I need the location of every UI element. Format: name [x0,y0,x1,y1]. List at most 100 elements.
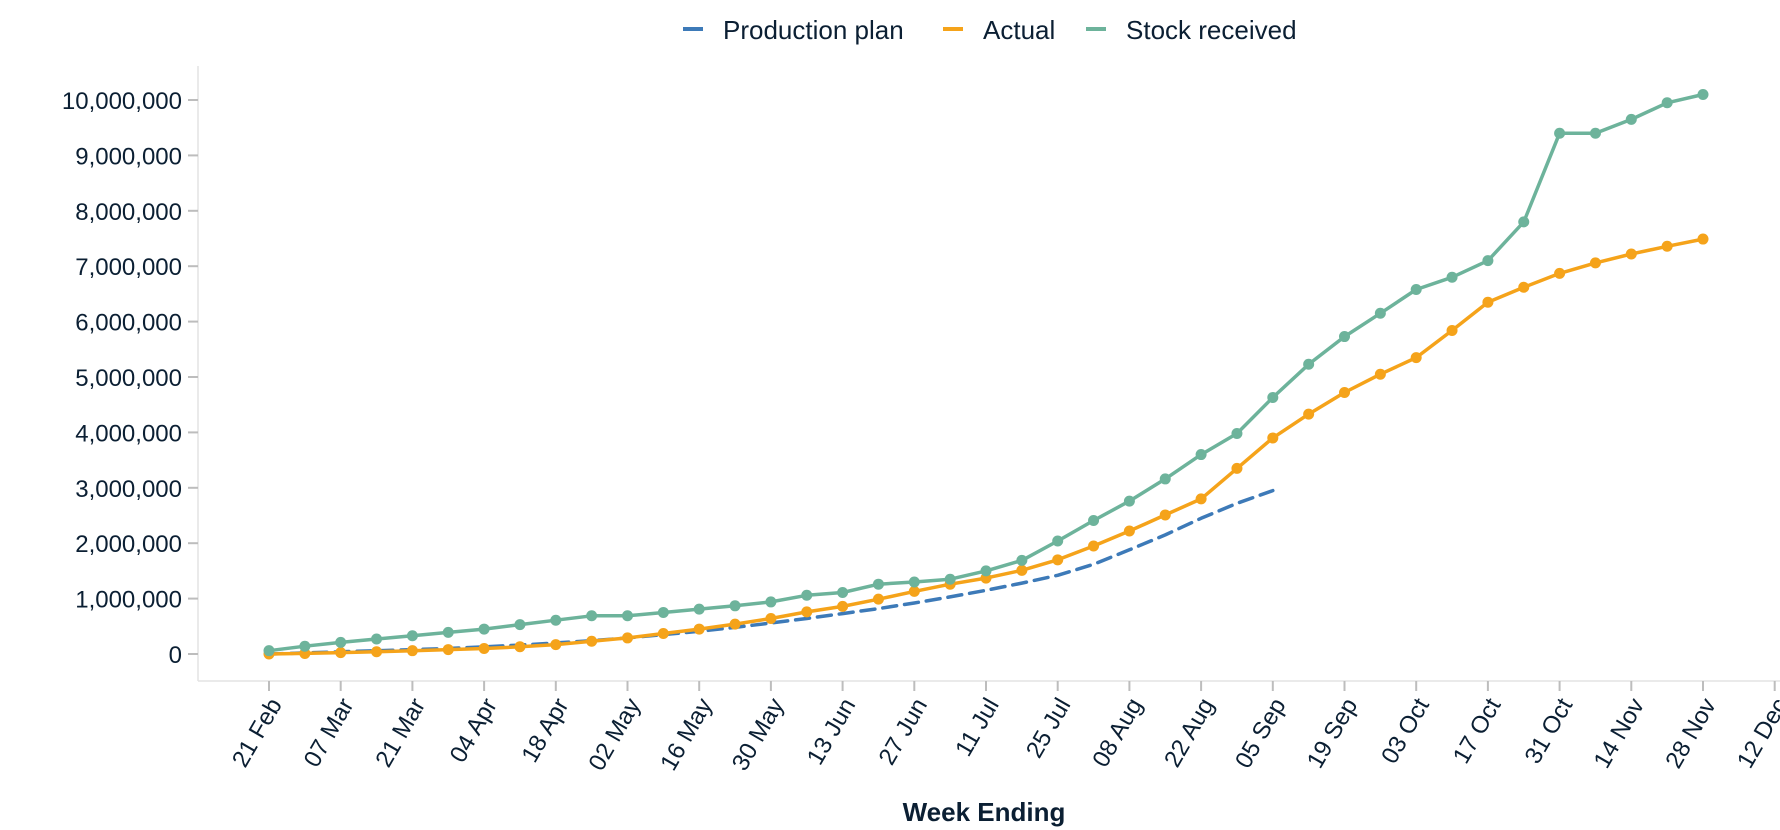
x-tick-label: 19 Sep [1302,694,1363,773]
x-tick-label: 22 Aug [1159,694,1220,772]
y-tick-label: 2,000,000 [75,531,182,558]
data-point [908,576,920,588]
y-tick-label: 1,000,000 [75,587,182,614]
y-tick-label: 8,000,000 [75,199,182,226]
data-point [442,626,454,638]
x-tick-label: 25 Jul [1021,694,1076,763]
data-point [406,645,418,657]
legend-label: Production plan [723,15,904,45]
data-point [1625,113,1637,125]
data-point [729,618,741,630]
x-tick-label: 13 Jun [802,694,861,770]
x-axis-title: Week Ending [903,797,1066,827]
x-tick-label: 03 Oct [1376,693,1435,768]
data-point [657,606,669,618]
legend-item-actual: Actual [943,15,1055,45]
x-tick-label: 08 Aug [1087,694,1148,772]
y-tick-label: 0 [169,642,182,669]
data-point [801,589,813,601]
data-point [406,630,418,642]
data-point [1554,267,1566,279]
data-point [1231,428,1243,440]
x-tick-label: 31 Oct [1520,693,1579,768]
data-point [1554,127,1566,139]
y-tick-label: 5,000,000 [75,365,182,392]
data-point [1589,257,1601,269]
data-point [1303,408,1315,420]
data-point [801,606,813,618]
x-tick-label: 04 Apr [445,694,503,768]
data-point [514,619,526,631]
data-point [1267,391,1279,403]
data-point [1052,535,1064,547]
data-point [872,593,884,605]
x-tick-label: 05 Sep [1230,694,1291,773]
x-tick-label: 11 Jul [950,694,1005,761]
data-point [1195,449,1207,461]
series-production-plan [267,488,1275,656]
data-point [837,600,849,612]
data-point [1518,281,1530,293]
data-point [765,596,777,608]
x-axis: 21 Feb 07 Mar 21 Mar 04 Apr 18 Apr 02 May 16 M… [198,680,1780,776]
data-point [837,587,849,599]
data-point [1016,554,1028,566]
data-point [1482,255,1494,267]
data-point [693,603,705,615]
data-point [478,623,490,635]
x-tick-label: 02 May [583,694,646,776]
data-point [872,578,884,590]
data-point [514,641,526,653]
data-point [371,633,383,645]
data-point [693,623,705,635]
data-point [478,642,490,654]
data-point [586,610,598,622]
data-point [1159,509,1171,521]
legend: Production plan Actual Stock received [683,15,1297,45]
y-tick-label: 9,000,000 [75,143,182,170]
data-point [1697,88,1709,100]
data-point [657,628,669,640]
data-point [1374,368,1386,380]
data-point [586,635,598,647]
data-point [1303,358,1315,370]
y-tick-label: 3,000,000 [75,476,182,503]
data-point [1159,473,1171,485]
data-point [1123,495,1135,507]
y-tick-label: 6,000,000 [75,310,182,337]
x-tick-label: 07 Mar [299,694,360,772]
legend-item-production-plan: Production plan [683,15,904,45]
data-point [1267,432,1279,444]
data-point [980,565,992,577]
data-point [729,600,741,612]
data-point [1374,307,1386,319]
data-point [1697,233,1709,245]
data-point [371,646,383,658]
plot-area [263,88,1709,660]
data-point [1661,97,1673,109]
data-point [299,640,311,652]
data-point [908,585,920,597]
y-tick-label: 7,000,000 [75,254,182,281]
legend-label: Actual [983,15,1055,45]
data-point [1195,493,1207,505]
data-point [1410,352,1422,364]
series-line-production-plan [267,488,1275,656]
data-point [1339,331,1350,343]
data-point [1016,564,1028,576]
data-point [442,644,454,656]
data-point [1231,462,1243,474]
data-point [622,610,633,622]
x-tick-label: 17 Oct [1448,693,1507,768]
y-tick-label: 10,000,000 [62,88,182,115]
data-point [550,614,562,626]
data-point [1518,216,1530,228]
data-point [1123,525,1135,537]
x-tick-label: 21 Mar [370,694,431,772]
data-point [1482,296,1494,308]
data-point [622,632,633,644]
x-tick-label: 27 Jun [874,694,933,770]
data-point [1052,554,1064,566]
y-tick-label: 4,000,000 [75,420,182,447]
